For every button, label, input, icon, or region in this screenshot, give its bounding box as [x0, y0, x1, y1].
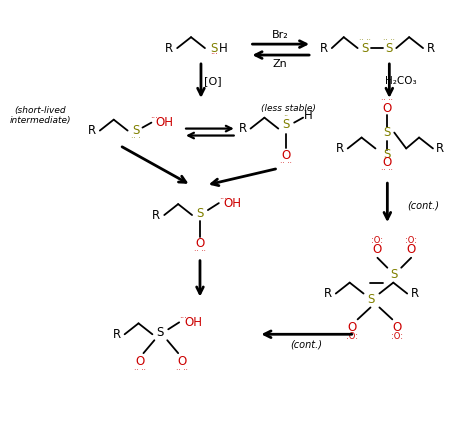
- Text: ·· ··: ·· ··: [382, 96, 393, 105]
- Text: ·· ··: ·· ··: [176, 366, 188, 374]
- Text: ··: ··: [283, 112, 289, 121]
- Text: S: S: [210, 42, 218, 55]
- Text: ···: ···: [179, 314, 187, 323]
- Text: OH: OH: [155, 116, 173, 129]
- Text: :O:: :O:: [405, 236, 417, 246]
- Text: R: R: [113, 328, 121, 341]
- Text: H: H: [219, 42, 227, 55]
- Text: O: O: [407, 243, 416, 257]
- Text: S: S: [132, 124, 139, 137]
- Text: S: S: [386, 42, 393, 55]
- Text: R: R: [320, 42, 328, 55]
- Text: O: O: [392, 321, 402, 334]
- Text: S: S: [196, 206, 204, 220]
- Text: R: R: [427, 42, 435, 55]
- Text: ·· ·: ·· ·: [131, 134, 140, 143]
- Text: ·· ··: ·· ··: [383, 36, 395, 44]
- Text: R: R: [152, 209, 160, 221]
- Text: O: O: [373, 243, 382, 257]
- Text: ···: ···: [219, 194, 227, 204]
- Text: H: H: [304, 109, 312, 122]
- Text: S: S: [361, 42, 368, 55]
- Text: S: S: [391, 268, 398, 281]
- Text: R: R: [436, 142, 444, 155]
- Text: OH: OH: [184, 316, 202, 329]
- Text: R: R: [238, 122, 246, 135]
- Text: ···: ···: [150, 114, 158, 123]
- Text: O: O: [195, 237, 205, 250]
- Text: S: S: [383, 148, 391, 161]
- Text: R: R: [88, 124, 96, 137]
- Text: S: S: [383, 126, 391, 139]
- Text: (cont.): (cont.): [407, 200, 439, 210]
- Text: ·· ··: ·· ··: [280, 159, 292, 168]
- Text: (less stable): (less stable): [261, 104, 316, 113]
- Text: O: O: [135, 355, 144, 367]
- Text: H₂CO₃: H₂CO₃: [385, 76, 417, 86]
- Text: R: R: [336, 142, 344, 155]
- Text: ···: ···: [210, 51, 218, 59]
- Text: O: O: [282, 149, 291, 162]
- Text: Br₂: Br₂: [272, 30, 289, 40]
- Text: [O]: [O]: [204, 76, 222, 86]
- Text: (short-lived
intermediate): (short-lived intermediate): [9, 106, 71, 125]
- Text: ·· ··: ·· ··: [194, 247, 206, 256]
- Text: S: S: [283, 118, 290, 131]
- Text: Zn: Zn: [273, 59, 288, 69]
- Text: ·· ··: ·· ··: [359, 36, 371, 44]
- Text: S: S: [156, 326, 164, 339]
- Text: R: R: [324, 287, 332, 300]
- Text: O: O: [383, 102, 392, 115]
- Text: S: S: [367, 293, 374, 306]
- Text: (cont.): (cont.): [290, 339, 322, 349]
- Text: R: R: [411, 287, 419, 300]
- Text: O: O: [177, 355, 187, 367]
- Text: :O:: :O:: [346, 332, 358, 341]
- Text: OH: OH: [224, 197, 242, 209]
- Text: R: R: [165, 42, 173, 55]
- Text: :O:: :O:: [372, 236, 383, 246]
- Text: ·· ··: ·· ··: [382, 166, 393, 175]
- Text: ·· ··: ·· ··: [134, 366, 146, 374]
- Text: O: O: [347, 321, 356, 334]
- Text: :O:: :O:: [391, 332, 403, 341]
- Text: O: O: [383, 156, 392, 169]
